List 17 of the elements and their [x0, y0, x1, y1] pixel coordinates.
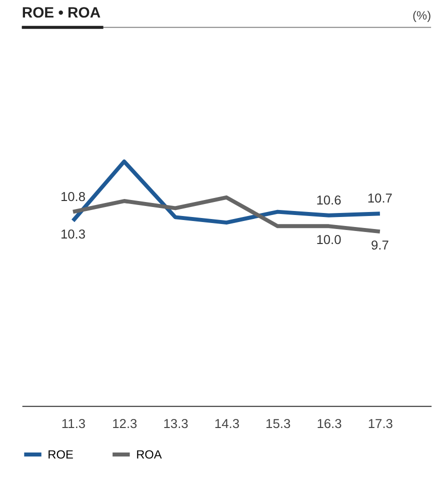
x-tick-label: 12.3	[112, 416, 138, 432]
data-label: 9.7	[370, 237, 389, 252]
x-tick-label: 14.3	[214, 416, 240, 432]
chart-title: ROE • ROA	[22, 5, 101, 22]
x-tick-label: 17.3	[368, 416, 393, 432]
legend-label: ROE	[48, 447, 74, 462]
data-label: 10.6	[316, 192, 342, 208]
text: (%)	[412, 8, 432, 22]
data-label: 10.7	[367, 190, 392, 206]
x-tick-label: 13.3	[163, 416, 188, 432]
data-label: 10.8	[60, 188, 86, 204]
data-label: 10.0	[316, 232, 342, 248]
x-tick-label: 16.3	[316, 416, 342, 432]
x-tick-label: 15.3	[266, 416, 291, 432]
data-label: 10.3	[60, 226, 86, 242]
x-tick-label: 11.3	[61, 416, 86, 432]
legend-label: ROA	[136, 447, 162, 462]
